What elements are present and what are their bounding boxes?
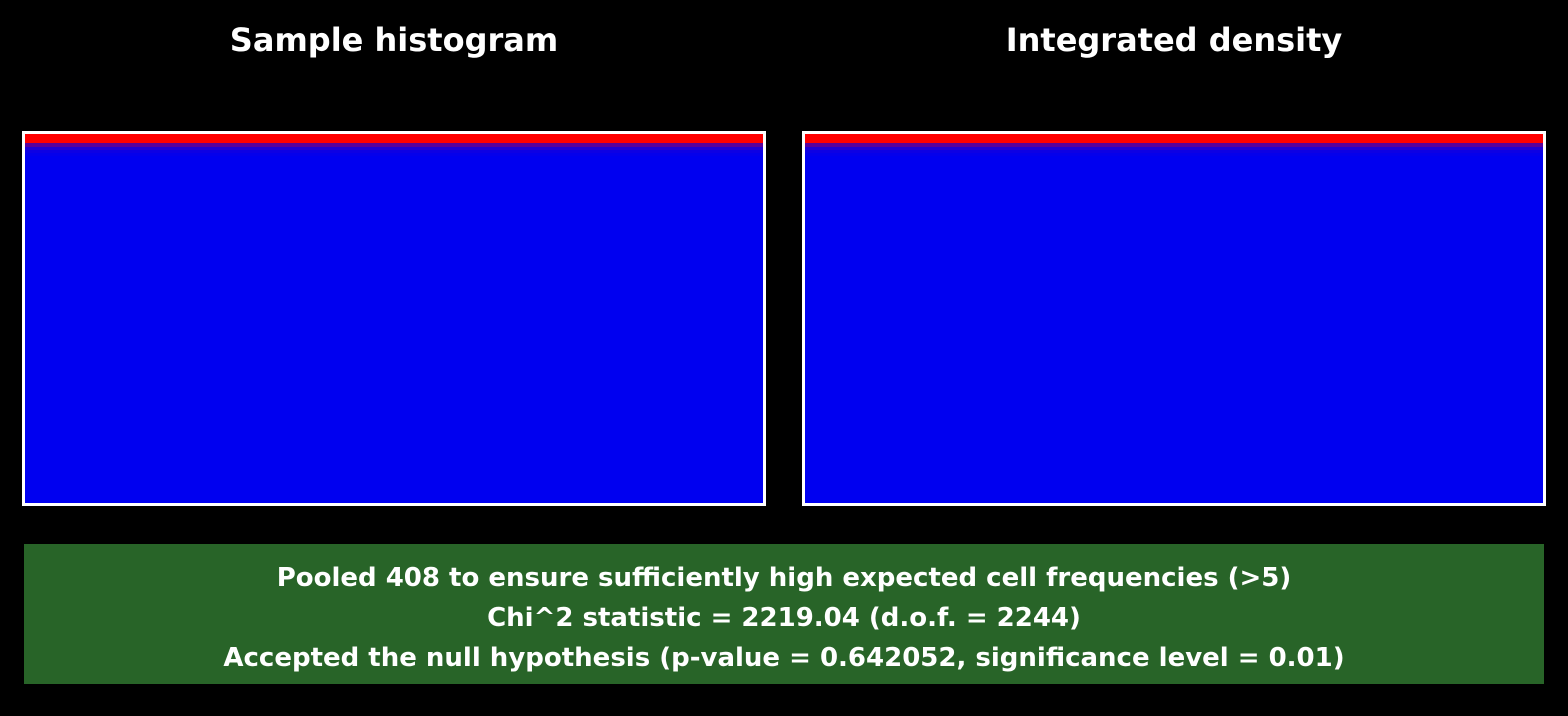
integrated-density-title: Integrated density [1005,21,1343,59]
heatmap-row [25,134,763,143]
hypothesis-result: Accepted the null hypothesis (p-value = … [223,643,1345,673]
heatmap-row [805,156,1543,159]
heatmap-background [805,134,1543,503]
sample-histogram-heatmap [25,134,763,503]
heatmap-background [25,134,763,503]
pooling-note: Pooled 408 to ensure sufficiently high e… [276,563,1292,593]
sample-histogram-plot [22,131,766,506]
test-result-box: Pooled 408 to ensure sufficiently high e… [24,544,1544,684]
heatmap-row [25,143,763,147]
heatmap-row [25,156,763,159]
heatmap-row [25,150,763,153]
heatmap-row [805,150,1543,153]
integrated-density-heatmap [805,134,1543,503]
heatmap-row [805,147,1543,150]
heatmap-row [805,143,1543,147]
heatmap-row [25,153,763,156]
heatmap-row [805,134,1543,143]
heatmap-row [805,153,1543,156]
heatmap-row [25,147,763,150]
sample-histogram-title: Sample histogram [229,21,559,59]
chi-square-statistic: Chi^2 statistic = 2219.04 (d.o.f. = 2244… [487,603,1081,633]
integrated-density-plot [802,131,1546,506]
